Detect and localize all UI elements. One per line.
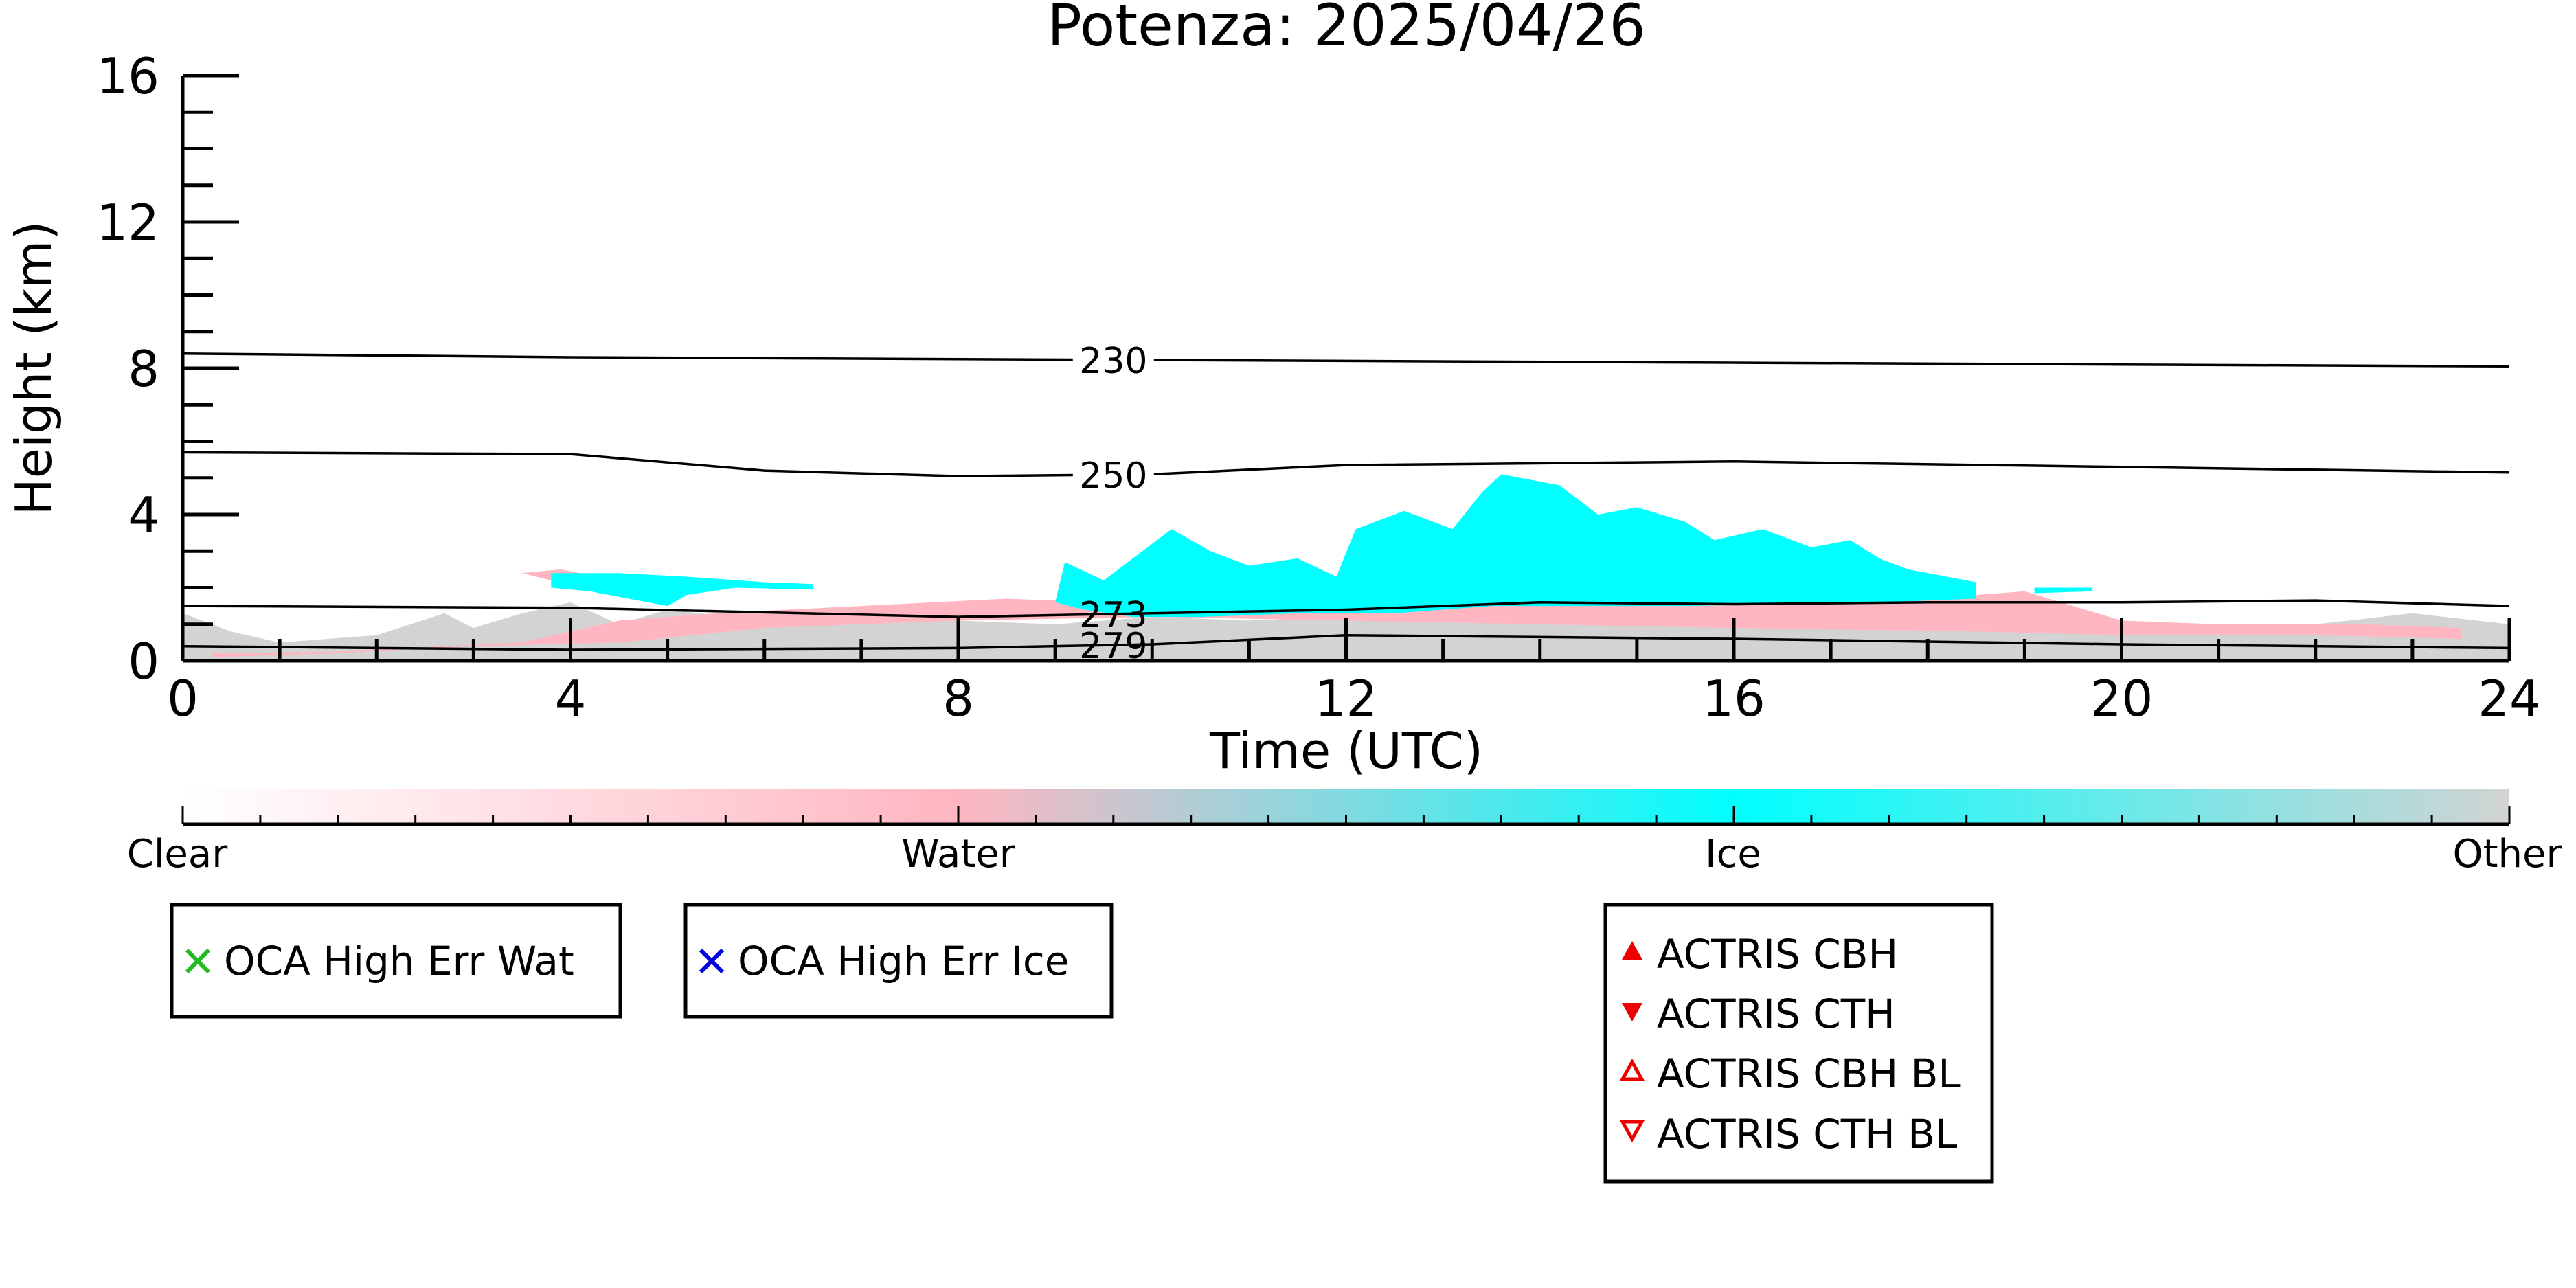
isotherm-line-250	[182, 451, 2510, 477]
x-axis-label: Time (UTC)	[1209, 722, 1483, 780]
isotherm-line-273	[182, 599, 2510, 618]
y-tick-label-12: 12	[96, 194, 159, 251]
x-tick-label-12: 12	[1315, 670, 1378, 727]
x-tick-label-8: 8	[942, 670, 974, 727]
isotherm-label-273: 273	[1079, 595, 1147, 636]
legend-label-oca-ice: OCA High Err Ice	[738, 938, 1069, 984]
isotherm-label-230: 230	[1079, 341, 1147, 382]
colorbar-label-clear: Clear	[127, 832, 228, 877]
isotherm-label-250: 250	[1079, 455, 1147, 497]
triangle-up-open-icon	[1619, 1058, 1645, 1081]
legend-label-oca-wat: OCA High Err Wat	[224, 938, 574, 984]
colorbar-label-other: Other	[2452, 832, 2562, 877]
triangle-down-open-icon	[1619, 1120, 1645, 1143]
x-tick-label-4: 4	[555, 670, 587, 727]
region-ice-3	[551, 573, 813, 607]
isotherm-line-230	[182, 352, 2510, 368]
triangle-down-icon	[1622, 1003, 1642, 1021]
legend-label-actris-cth: ACTRIS CTH	[1657, 991, 1895, 1037]
y-tick-label-8: 8	[128, 340, 159, 398]
x-tick-label-0: 0	[167, 670, 199, 727]
isotherm-label-bg-230	[1072, 342, 1154, 377]
isotherm-label-bg-250	[1072, 457, 1154, 492]
legend-label-actris-cth-bl: ACTRIS CTH BL	[1657, 1111, 1957, 1157]
x-tick-label-20: 20	[2090, 670, 2154, 727]
legend-oca-water: OCA High Err Wat	[170, 903, 622, 1019]
legend-label-actris-cbh: ACTRIS CBH	[1657, 931, 1898, 978]
chart-title: Potenza: 2025/04/26	[1047, 0, 1646, 59]
legend-label-actris-cbh-bl: ACTRIS CBH BL	[1657, 1050, 1961, 1097]
region-water-1	[212, 591, 2461, 657]
y-tick-label-0: 0	[128, 633, 159, 690]
class-colorbar: Clear Water Ice Other	[127, 789, 2562, 877]
colorbar-label-water: Water	[901, 832, 1016, 877]
x-marker-green-icon	[185, 948, 211, 974]
x-marker-blue-icon	[699, 948, 725, 974]
y-axis-ticks: 0 4 8 12 16	[96, 47, 239, 690]
triangle-up-icon	[1622, 941, 1642, 960]
region-ice-4	[1055, 474, 1976, 618]
x-axis-ticks: 0 4 8 12 16 20 24	[167, 618, 2541, 727]
region-ice-5	[2034, 587, 2093, 594]
x-tick-label-16: 16	[1702, 670, 1765, 727]
legend-actris: ACTRIS CBH ACTRIS CTH ACTRIS CBH BL ACTR…	[1603, 903, 1994, 1184]
colorbar-label-ice: Ice	[1705, 832, 1761, 877]
x-tick-label-24: 24	[2478, 670, 2541, 727]
y-axis-label: Height (km)	[5, 221, 63, 516]
legend-oca-ice: OCA High Err Ice	[683, 903, 1114, 1019]
y-tick-label-16: 16	[96, 47, 159, 105]
y-tick-label-4: 4	[128, 486, 159, 544]
